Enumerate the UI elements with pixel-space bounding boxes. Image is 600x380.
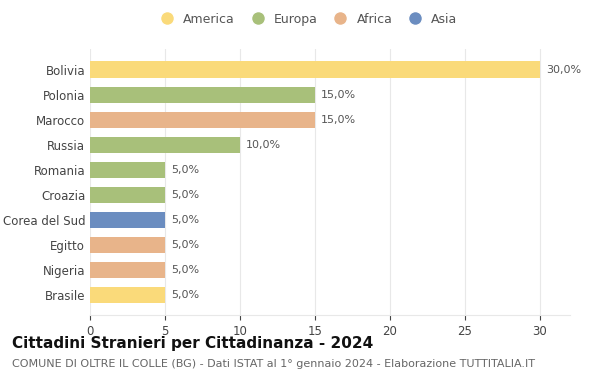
Bar <box>90 262 165 278</box>
Bar <box>90 187 165 203</box>
Text: COMUNE DI OLTRE IL COLLE (BG) - Dati ISTAT al 1° gennaio 2024 - Elaborazione TUT: COMUNE DI OLTRE IL COLLE (BG) - Dati IST… <box>12 359 535 369</box>
Text: 5,0%: 5,0% <box>171 190 199 200</box>
Text: 15,0%: 15,0% <box>321 115 356 125</box>
Text: Cittadini Stranieri per Cittadinanza - 2024: Cittadini Stranieri per Cittadinanza - 2… <box>12 336 373 351</box>
Text: 10,0%: 10,0% <box>246 140 281 150</box>
Text: 5,0%: 5,0% <box>171 240 199 250</box>
Text: 5,0%: 5,0% <box>171 215 199 225</box>
Legend: America, Europa, Africa, Asia: America, Europa, Africa, Asia <box>149 8 463 31</box>
Bar <box>90 137 240 153</box>
Bar <box>90 212 165 228</box>
Bar <box>90 237 165 253</box>
Text: 5,0%: 5,0% <box>171 290 199 300</box>
Bar <box>90 62 540 78</box>
Text: 30,0%: 30,0% <box>546 65 581 74</box>
Bar <box>90 112 315 128</box>
Text: 5,0%: 5,0% <box>171 265 199 275</box>
Text: 15,0%: 15,0% <box>321 90 356 100</box>
Bar <box>90 162 165 178</box>
Bar <box>90 287 165 303</box>
Bar <box>90 87 315 103</box>
Text: 5,0%: 5,0% <box>171 165 199 175</box>
